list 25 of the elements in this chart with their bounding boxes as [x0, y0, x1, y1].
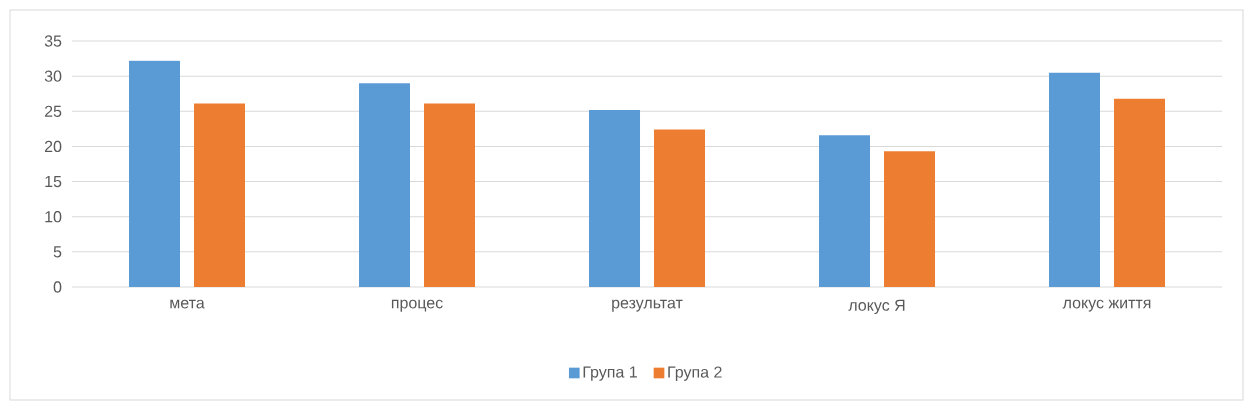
x-tick-label: результат — [612, 299, 683, 312]
bar — [654, 129, 706, 287]
x-tick-label: процес — [391, 299, 443, 312]
bar — [129, 60, 180, 287]
x-tick-label: локус Я — [848, 299, 905, 315]
bar — [884, 151, 936, 287]
bar — [424, 103, 476, 287]
legend-label: Група 1 — [583, 366, 637, 381]
y-tick-label: 5 — [53, 246, 62, 258]
bar — [1049, 72, 1101, 287]
y-tick-label: 15 — [45, 176, 62, 188]
y-tick-label: 35 — [44, 35, 62, 47]
legend-label: Група 2 — [668, 366, 722, 381]
x-tick-label: локус життя — [1062, 299, 1151, 312]
y-tick-label: 20 — [44, 140, 62, 153]
bar — [194, 103, 246, 287]
bar — [1114, 98, 1166, 287]
x-tick-label: мета — [170, 299, 205, 309]
y-tick-label: 30 — [44, 70, 62, 82]
y-tick-label: 25 — [44, 105, 62, 117]
bar — [359, 83, 410, 287]
bar — [819, 135, 871, 287]
y-tick-label: 10 — [45, 211, 62, 223]
y-tick-label: 0 — [53, 281, 62, 293]
bar — [589, 109, 641, 287]
